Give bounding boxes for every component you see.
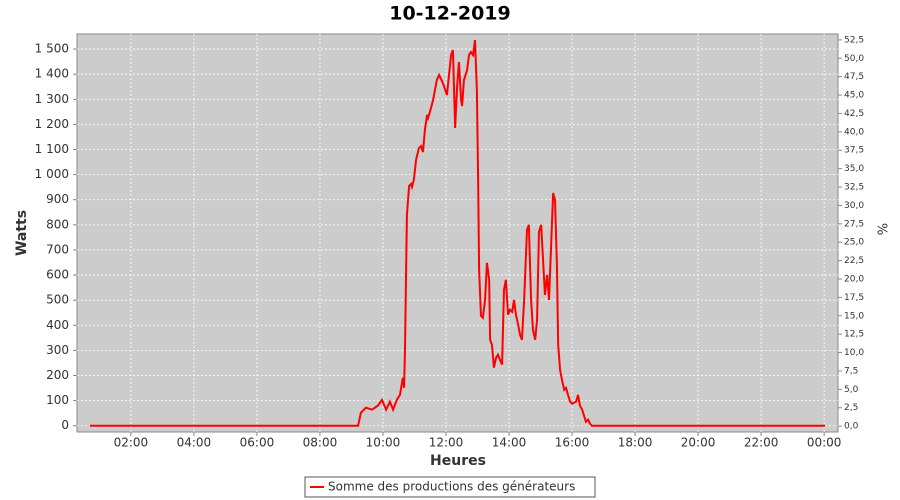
y2-tick-label: 30,0: [844, 201, 864, 211]
plot-area: [76, 33, 839, 433]
y-tick-label: 1 300: [35, 92, 69, 106]
y-tick-label: 1 100: [35, 142, 69, 156]
y2-tick-label: 45,0: [844, 91, 864, 101]
x-tick-label: 16:00: [555, 436, 590, 450]
y-tick-label: 1 400: [35, 67, 69, 81]
x-axis-label: Heures: [430, 453, 486, 469]
y-tick-label: 100: [46, 393, 69, 407]
y2-axis-label: %: [877, 223, 892, 235]
x-tick-label: 22:00: [744, 436, 779, 450]
y-tick-label: 600: [46, 268, 69, 282]
x-tick-label: 06:00: [240, 436, 275, 450]
x-tick-label: 00:00: [807, 436, 842, 450]
y2-tick-label: 40,0: [844, 127, 864, 137]
y-tick-label: 900: [46, 192, 69, 206]
x-tick-label: 08:00: [303, 436, 338, 450]
y2-tick-label: 27,5: [844, 219, 864, 229]
y-tick-label: 1 000: [35, 167, 69, 181]
y-tick-label: 1 200: [35, 117, 69, 131]
legend-label: Somme des productions des générateurs: [328, 480, 575, 494]
y2-tick-label: 20,0: [844, 274, 864, 284]
y-tick-label: 400: [46, 318, 69, 332]
y-tick-label: 500: [46, 293, 69, 307]
y2-tick-label: 47,5: [844, 72, 864, 82]
x-tick-label: 14:00: [492, 436, 527, 450]
y-tick-label: 0: [61, 418, 69, 432]
y2-tick-label: 35,0: [844, 164, 864, 174]
y2-tick-label: 5,0: [844, 385, 859, 395]
y2-tick-label: 52,5: [844, 35, 864, 45]
y-tick-label: 700: [46, 242, 69, 256]
y2-tick-label: 42,5: [844, 109, 864, 119]
series-line: [89, 39, 826, 427]
y-tick-label: 1 500: [35, 42, 69, 56]
y2-tick-label: 22,5: [844, 256, 864, 266]
x-tick-label: 10:00: [366, 436, 401, 450]
x-tick-label: 12:00: [429, 436, 464, 450]
y2-tick-label: 12,5: [844, 330, 864, 340]
y2-tick-label: 2,5: [844, 403, 858, 413]
y2-tick-label: 10,0: [844, 348, 864, 358]
y2-tick-label: 25,0: [844, 238, 864, 248]
x-tick-label: 02:00: [114, 436, 149, 450]
y2-tick-label: 15,0: [844, 311, 864, 321]
x-tick-label: 04:00: [177, 436, 212, 450]
y-tick-label: 200: [46, 368, 69, 382]
y2-tick-label: 50,0: [844, 54, 864, 64]
y-axis-label: Watts: [14, 210, 30, 256]
legend: [304, 476, 596, 498]
x-tick-label: 18:00: [618, 436, 653, 450]
y2-tick-label: 37,5: [844, 146, 864, 156]
y2-tick-label: 32,5: [844, 183, 864, 193]
y-tick-label: 800: [46, 217, 69, 231]
chart-title: 10-12-2019: [389, 3, 511, 25]
y2-tick-label: 0,0: [844, 422, 859, 432]
y2-tick-label: 7,5: [844, 366, 858, 376]
x-tick-label: 20:00: [681, 436, 716, 450]
y-tick-label: 300: [46, 343, 69, 357]
y2-tick-label: 17,5: [844, 293, 864, 303]
